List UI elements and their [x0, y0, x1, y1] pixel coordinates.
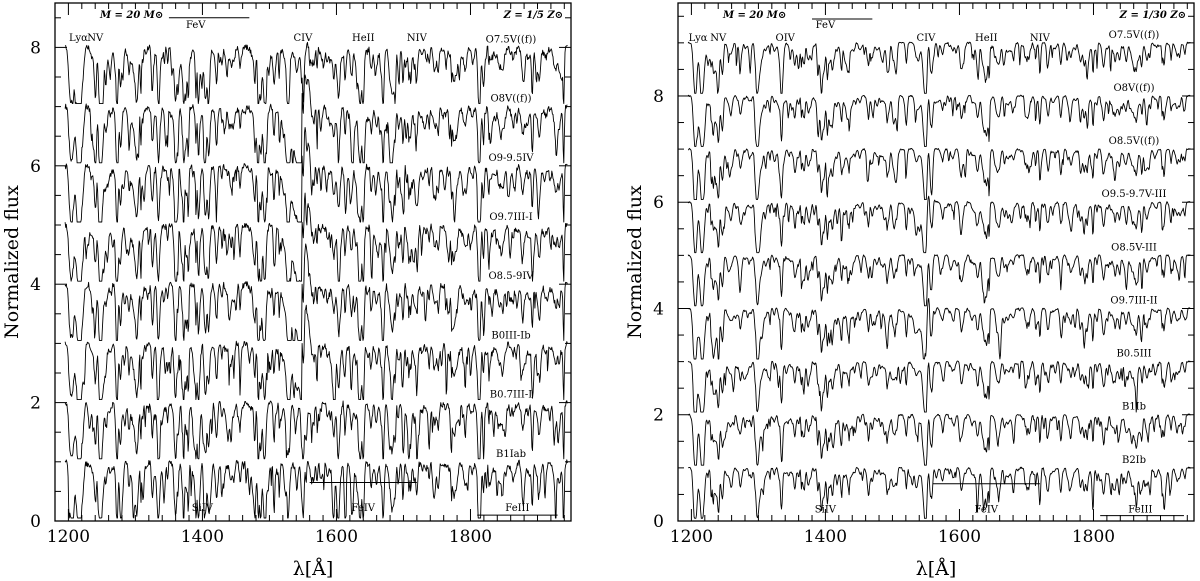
- line-id-civ: CIV: [917, 33, 937, 44]
- line-id-heii: HeII: [352, 33, 375, 44]
- y-tick-label: 8: [653, 87, 664, 107]
- spectrum-series: [687, 94, 1191, 147]
- line-id-feiii: FeIII: [1128, 504, 1152, 515]
- series-label: B2Ib: [1122, 455, 1146, 466]
- y-tick-label: 0: [30, 512, 41, 532]
- line-id-fev: FeV: [816, 20, 836, 31]
- series-label: O7.5V((f)): [486, 34, 537, 45]
- spectrum-series: [687, 413, 1191, 466]
- y-tick-label: 4: [653, 299, 664, 319]
- series-label: B0.7III-I: [490, 390, 532, 401]
- series-label: O8.5V((f)): [1109, 136, 1160, 147]
- series-label: O8V((f)): [490, 94, 531, 105]
- spectrum-series: [687, 195, 1191, 254]
- mass-note: M = 20 M⊙: [722, 10, 786, 21]
- line-id-siiv: SiIV: [815, 504, 837, 515]
- x-tick-label: 1200: [670, 527, 713, 547]
- series-label: B0.5III: [1116, 349, 1151, 360]
- x-tick-label: 1600: [315, 527, 358, 547]
- line-id-niv: NIV: [1030, 33, 1051, 44]
- spectrum-series: [687, 41, 1191, 94]
- mass-note: M = 20 M⊙: [99, 10, 163, 21]
- series-label: O9.5-9.7V-III: [1102, 189, 1167, 200]
- metallicity-note: Z = 1/30 Z⊙: [1119, 10, 1186, 21]
- spectrum-series: [64, 41, 568, 105]
- series-label: O9.7III-I: [489, 212, 532, 223]
- line-id-siiv: SiIV: [192, 503, 214, 514]
- line-id-nv: NV: [710, 33, 727, 44]
- series-label: B1Iab: [496, 449, 526, 460]
- series-label: O8.5V-III: [1111, 242, 1157, 253]
- spectrum-series: [64, 304, 568, 401]
- series-label: B0III-Ib: [491, 330, 530, 341]
- spectrum-series: [64, 74, 568, 164]
- y-tick-label: 8: [30, 38, 41, 58]
- line-id-feiii: FeIII: [505, 503, 529, 514]
- spectrum-series: [64, 192, 568, 282]
- spectrum-series: [687, 254, 1191, 307]
- line-id-niv: NIV: [407, 33, 428, 44]
- spectrum-series: [64, 243, 568, 341]
- y-tick-label: 6: [30, 157, 41, 177]
- spectrum-series: [64, 126, 568, 223]
- y-axis-label: Normalized flux: [624, 185, 646, 339]
- x-tick-label: 1200: [47, 527, 90, 547]
- series-label: O9-9.5IV: [488, 153, 534, 164]
- x-tick-label: 1800: [449, 527, 492, 547]
- line-id-civ: CIV: [294, 33, 314, 44]
- y-tick-label: 2: [653, 406, 664, 426]
- x-axis-label: λ[Å]: [293, 558, 334, 580]
- metallicity-note: Z = 1/5 Z⊙: [503, 10, 563, 21]
- x-tick-label: 1400: [181, 527, 224, 547]
- y-tick-label: 4: [30, 275, 41, 295]
- x-tick-label: 1800: [1072, 527, 1115, 547]
- series-label: O7.5V((f)): [1109, 30, 1160, 41]
- y-axis-label: Normalized flux: [1, 185, 23, 339]
- series-label: B1Ib: [1122, 402, 1146, 413]
- panel-right: 1200 1400 1600 1800 0 2 4 6 8 λ[Å] Normalized flux…: [624, 2, 1195, 580]
- panel-left: 1200 1400 1600 1800 0 2 4 6 8 λ[Å] Normalized flux…: [1, 2, 572, 580]
- line-id-lyα: Lyα: [69, 33, 88, 44]
- line-id-nv: NV: [87, 33, 104, 44]
- spectrum-series: [688, 297, 1191, 360]
- y-tick-label: 6: [653, 193, 664, 213]
- spectrum-series: [64, 459, 568, 519]
- line-id-lyα: Lyα: [689, 33, 708, 44]
- spectrum-series: [688, 466, 1191, 519]
- spectrum-series: [688, 147, 1191, 201]
- line-id-feiv: FeIV: [975, 504, 999, 515]
- x-axis-label: λ[Å]: [916, 558, 957, 580]
- plot-frame: [54, 2, 572, 522]
- spectrum-series: [64, 400, 568, 460]
- spectrum-series: [687, 360, 1191, 413]
- line-id-fev: FeV: [186, 20, 206, 31]
- line-id-heii: HeII: [975, 33, 998, 44]
- series-label: O9.7III-II: [1110, 295, 1157, 306]
- x-tick-label: 1400: [804, 527, 847, 547]
- y-tick-label: 0: [653, 512, 664, 532]
- series-label: O8.5-9IV: [488, 271, 534, 282]
- x-tick-label: 1600: [938, 527, 981, 547]
- line-id-oiv: OIV: [776, 33, 796, 44]
- y-tick-label: 2: [30, 394, 41, 414]
- plot-frame: [677, 2, 1195, 522]
- series-label: O8V((f)): [1113, 83, 1154, 94]
